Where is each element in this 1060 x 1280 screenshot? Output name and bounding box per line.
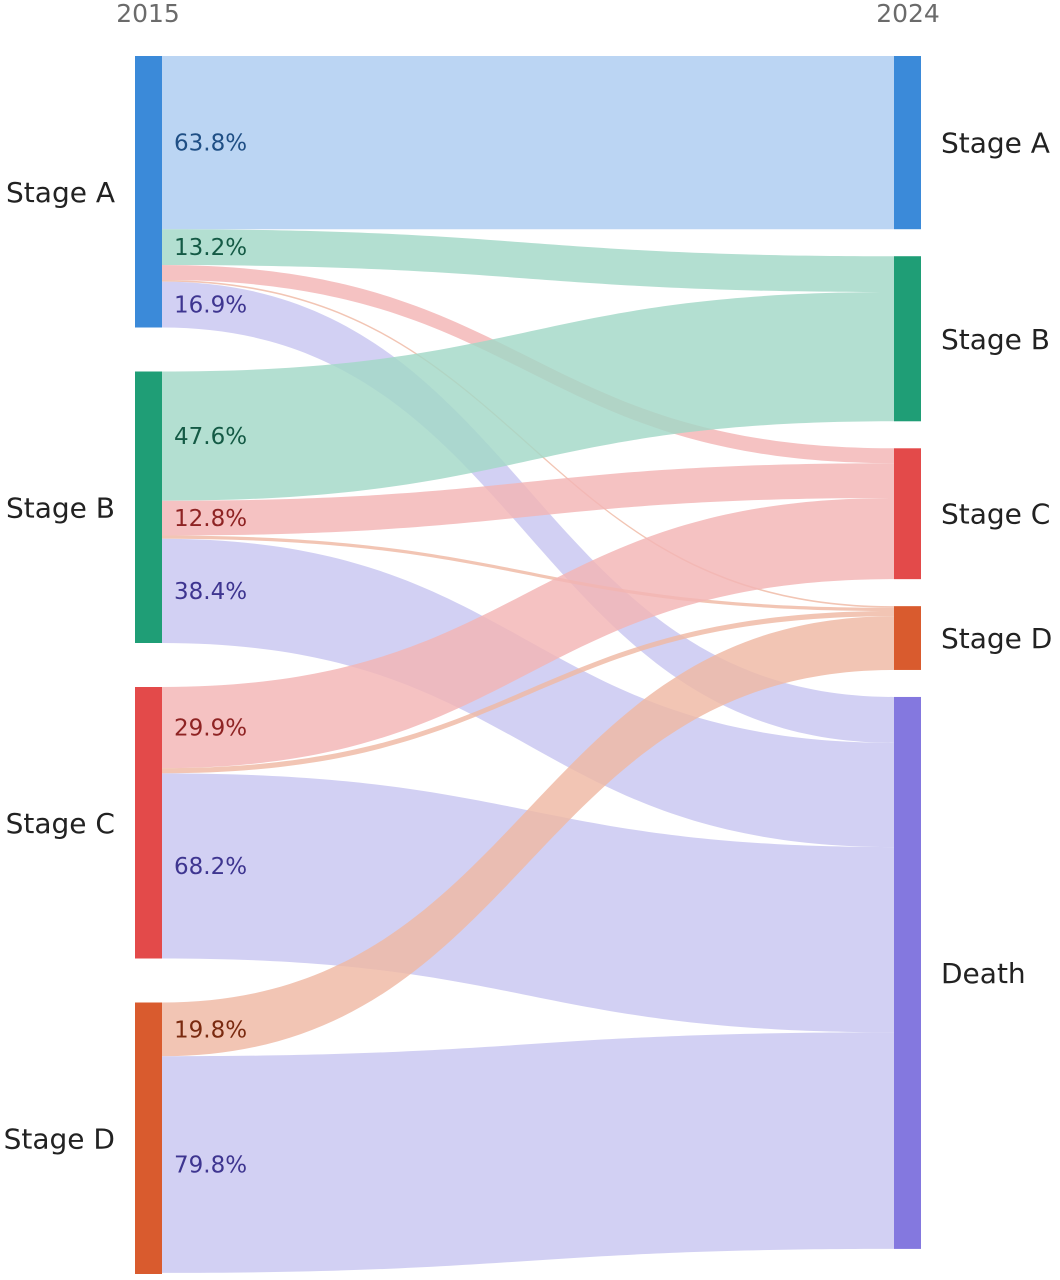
link-label-stage-b-to-stage-b: 47.6% [174, 424, 247, 450]
target-node-stage-c [894, 448, 921, 580]
nodes-layer [135, 56, 921, 1274]
source-node-stage-c [135, 687, 162, 959]
link-label-stage-b-to-death: 38.4% [174, 579, 247, 605]
source-node-stage-b [135, 371, 162, 643]
source-node-stage-d [135, 1002, 162, 1274]
link-label-stage-d-to-stage-d: 19.8% [174, 1017, 247, 1043]
link-stage-d-to-stage-d [162, 616, 894, 1057]
link-stage-d-to-death [162, 1032, 894, 1273]
links-layer [162, 56, 894, 1273]
link-stage-a-to-stage-b [162, 229, 894, 293]
link-stage-c-to-death [162, 773, 894, 1033]
right-column-title: 2024 [876, 0, 940, 28]
source-label-stage-b: Stage B [6, 491, 115, 524]
link-stage-c-to-stage-d [162, 611, 894, 774]
target-node-stage-b [894, 256, 921, 422]
source-label-stage-c: Stage C [6, 807, 115, 840]
target-node-stage-a [894, 56, 921, 230]
target-node-death [894, 696, 921, 1249]
source-label-stage-d: Stage D [4, 1122, 115, 1155]
link-stage-b-to-stage-b [162, 292, 894, 501]
target-node-stage-d [894, 606, 921, 670]
source-node-stage-a [135, 56, 162, 328]
source-label-stage-a: Stage A [6, 176, 115, 209]
link-label-stage-d-to-death: 79.8% [174, 1153, 247, 1179]
target-label-stage-d: Stage D [941, 622, 1052, 655]
link-stage-b-to-stage-d [162, 535, 894, 612]
link-label-stage-a-to-death: 16.9% [174, 293, 247, 319]
link-label-stage-c-to-stage-c: 29.9% [174, 716, 247, 742]
labels-layer: 63.8% 13.2% 16.9% 47.6% 12.8% 38.4% 29.9% 68.2%… [4, 127, 1053, 1179]
target-label-stage-b: Stage B [941, 323, 1050, 356]
link-label-stage-a-to-stage-a: 63.8% [174, 131, 247, 157]
target-label-death: Death [941, 957, 1026, 990]
link-label-stage-c-to-death: 68.2% [174, 854, 247, 880]
target-label-stage-a: Stage A [941, 127, 1050, 160]
link-label-stage-a-to-stage-b: 13.2% [174, 235, 247, 261]
link-stage-c-to-stage-c [162, 497, 894, 769]
link-stage-b-to-stage-c [162, 463, 894, 536]
left-column-title: 2015 [116, 0, 180, 28]
target-label-stage-c: Stage C [941, 498, 1050, 531]
link-label-stage-b-to-stage-c: 12.8% [174, 506, 247, 532]
link-stage-a-to-stage-a [162, 56, 894, 230]
